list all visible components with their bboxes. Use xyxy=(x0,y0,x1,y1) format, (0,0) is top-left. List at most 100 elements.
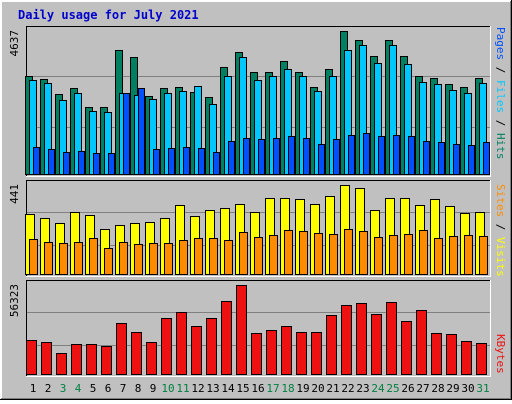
day-label: 27 xyxy=(416,382,429,395)
pages-bar xyxy=(183,147,190,175)
pages-bar xyxy=(318,144,325,175)
kbytes-bar xyxy=(41,342,52,375)
pages-bar xyxy=(423,141,430,175)
kbytes-bar xyxy=(236,285,247,375)
pages-bar xyxy=(483,142,490,175)
legend-entry: Sites xyxy=(494,184,507,217)
kbytes-bar xyxy=(296,332,307,375)
kbytes-bar xyxy=(416,310,427,375)
day-label: 22 xyxy=(341,382,354,395)
day-label: 30 xyxy=(461,382,474,395)
sites-bar xyxy=(59,243,68,275)
pages-bar xyxy=(138,88,145,175)
pages-bar xyxy=(393,135,400,175)
sites-bar xyxy=(224,240,233,275)
day-label: 7 xyxy=(120,382,127,395)
day-label: 15 xyxy=(236,382,249,395)
day-label: 11 xyxy=(176,382,189,395)
pages-bar xyxy=(288,136,295,175)
kbytes-bar xyxy=(221,301,232,375)
sites-bar xyxy=(314,233,323,275)
kbytes-bar xyxy=(341,305,352,375)
sites-bar xyxy=(239,232,248,275)
day-label: 24 xyxy=(371,382,385,395)
day-label: 17 xyxy=(266,382,279,395)
sites-bar xyxy=(44,242,53,275)
kbytes-bar xyxy=(206,318,217,375)
pages-bar xyxy=(378,136,385,175)
kbytes-bar xyxy=(431,333,442,375)
day-label: 23 xyxy=(356,382,369,395)
sites-bar xyxy=(89,238,98,275)
day-label: 16 xyxy=(251,382,264,395)
day-label: 2 xyxy=(45,382,52,395)
kbytes-bar xyxy=(311,332,322,375)
pages-bar xyxy=(303,138,310,175)
pages-bar xyxy=(468,145,475,175)
day-label: 18 xyxy=(281,382,294,395)
kbytes-bar xyxy=(116,323,127,375)
day-label: 6 xyxy=(105,382,112,395)
day-label: 4 xyxy=(75,382,82,395)
day-label: 19 xyxy=(296,382,309,395)
sites-bar xyxy=(434,238,443,275)
day-label: 13 xyxy=(206,382,219,395)
pages-bar xyxy=(258,139,265,175)
kbytes-bar xyxy=(281,326,292,375)
sites-bar xyxy=(29,239,38,275)
requests-legend: Pages / Files / Hits xyxy=(494,27,507,160)
sites-bar xyxy=(374,237,383,275)
sites-bar xyxy=(269,235,278,275)
kbytes-bar xyxy=(266,330,277,375)
pages-bar xyxy=(63,152,70,175)
kbytes-bar xyxy=(146,342,157,375)
kbytes-bar xyxy=(476,343,487,375)
kbytes-bar xyxy=(131,332,142,375)
day-label: 31 xyxy=(476,382,489,395)
legend-entry: Visits xyxy=(494,237,507,277)
sites-bar xyxy=(104,248,113,275)
chart-title: Daily usage for July 2021 xyxy=(18,8,199,22)
day-label: 3 xyxy=(60,382,67,395)
day-label: 21 xyxy=(326,382,339,395)
sites-bar xyxy=(164,243,173,275)
visitors-max-label: 441 xyxy=(8,184,21,204)
sites-bar xyxy=(464,235,473,275)
sites-bar xyxy=(389,235,398,275)
pages-bar xyxy=(453,144,460,175)
day-label: 10 xyxy=(161,382,174,395)
pages-bar xyxy=(48,149,55,175)
sites-bar xyxy=(254,237,263,275)
kbytes-bar xyxy=(446,334,457,375)
kbytes-bar xyxy=(161,318,172,375)
kbytes-bar xyxy=(461,341,472,375)
kbytes-bar xyxy=(401,321,412,375)
kbytes-legend: KBytes xyxy=(494,334,507,374)
day-label: 1 xyxy=(30,382,37,395)
kbytes-bar xyxy=(191,326,202,375)
legend-entry: KBytes xyxy=(494,334,507,374)
sites-bar xyxy=(404,234,413,275)
legend-entry: Hits xyxy=(494,133,507,160)
sites-bar xyxy=(479,236,488,275)
requests-max-label: 4637 xyxy=(8,30,21,57)
day-label: 26 xyxy=(401,382,414,395)
day-label: 28 xyxy=(431,382,444,395)
pages-bar xyxy=(33,147,40,175)
day-label: 20 xyxy=(311,382,324,395)
pages-bar xyxy=(408,136,415,175)
day-label: 25 xyxy=(386,382,399,395)
pages-bar xyxy=(213,152,220,175)
day-label: 14 xyxy=(221,382,235,395)
pages-bar xyxy=(78,151,85,175)
legend-entry: Files xyxy=(494,80,507,113)
sites-bar xyxy=(194,238,203,275)
sites-bar xyxy=(344,229,353,275)
kbytes-bar xyxy=(176,312,187,375)
day-label: 5 xyxy=(90,382,97,395)
pages-bar xyxy=(243,138,250,175)
day-label: 12 xyxy=(191,382,204,395)
pages-bar xyxy=(168,148,175,175)
kbytes-bar xyxy=(371,314,382,375)
